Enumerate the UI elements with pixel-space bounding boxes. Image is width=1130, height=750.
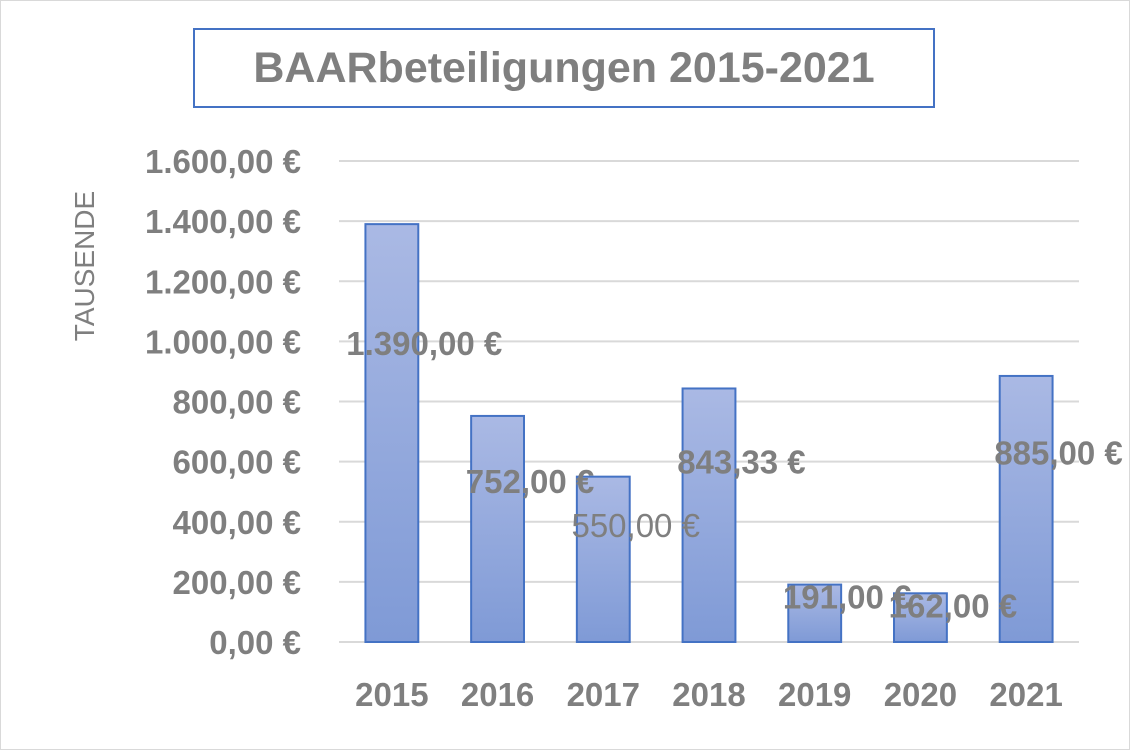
y-tick-label: 200,00 € [173, 564, 301, 601]
data-label: 843,33 € [677, 443, 805, 480]
x-axis-ticks: 2015 2016 2017 2018 2019 2020 2021 [355, 676, 1063, 713]
data-label: 885,00 € [994, 434, 1122, 471]
bar-2017 [575, 475, 631, 643]
y-tick-label: 600,00 € [173, 444, 301, 481]
x-tick-label: 2020 [884, 676, 957, 713]
y-tick-label: 0,00 € [209, 624, 301, 661]
bar-2015 [364, 223, 420, 643]
data-label: 162,00 € [889, 587, 1017, 624]
bar-2021 [998, 374, 1054, 643]
y-tick-label: 1.600,00 € [145, 143, 301, 180]
y-tick-label: 800,00 € [173, 384, 301, 421]
x-tick-label: 2016 [461, 676, 534, 713]
x-tick-label: 2015 [355, 676, 428, 713]
data-labels: 1.390,00 € 752,00 € 550,00 € 843,33 € 191,00… [346, 325, 1123, 624]
x-tick-label: 2017 [567, 676, 640, 713]
bar-2020 [893, 592, 948, 644]
bars [364, 223, 1054, 644]
bar-2018 [681, 387, 737, 643]
x-tick-label: 2018 [672, 676, 745, 713]
bar-2016 [470, 414, 525, 643]
bar-2019 [787, 583, 843, 644]
y-tick-label: 400,00 € [173, 504, 301, 541]
x-tick-label: 2019 [778, 676, 851, 713]
y-axis-ticks: 0,00 € 200,00 € 400,00 € 600,00 € 800,00 € 1.… [145, 143, 301, 661]
data-label: 752,00 € [466, 463, 594, 500]
y-tick-label: 1.400,00 € [145, 203, 301, 240]
y-tick-label: 1.000,00 € [145, 323, 301, 360]
data-label: 550,00 € [571, 507, 699, 544]
data-label: 1.390,00 € [346, 325, 502, 362]
data-label: 191,00 € [783, 579, 911, 616]
x-tick-label: 2021 [989, 676, 1062, 713]
y-tick-label: 1.200,00 € [145, 263, 301, 300]
chart-title: BAARbeteiligungen 2015-2021 [193, 28, 935, 108]
